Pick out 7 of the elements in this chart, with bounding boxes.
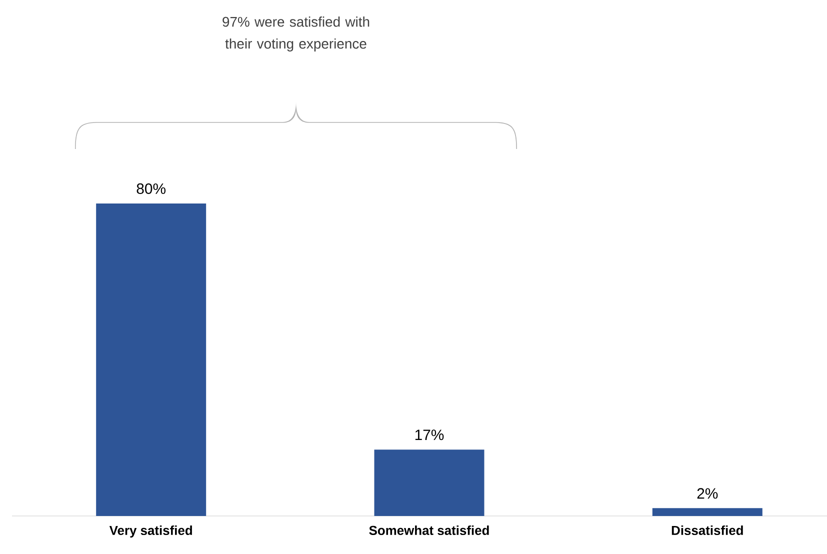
data-label: 2%: [697, 488, 718, 499]
x-tick-label: Very satisfied: [109, 526, 192, 538]
x-tick-label: Dissatisfied: [672, 526, 743, 536]
text: 97% were satisfied with their voting experience: [222, 16, 370, 52]
data-label: 17%: [415, 430, 444, 440]
x-tick-label: Somewhat satisfied: [369, 526, 489, 536]
data-label: 80%: [136, 183, 166, 194]
